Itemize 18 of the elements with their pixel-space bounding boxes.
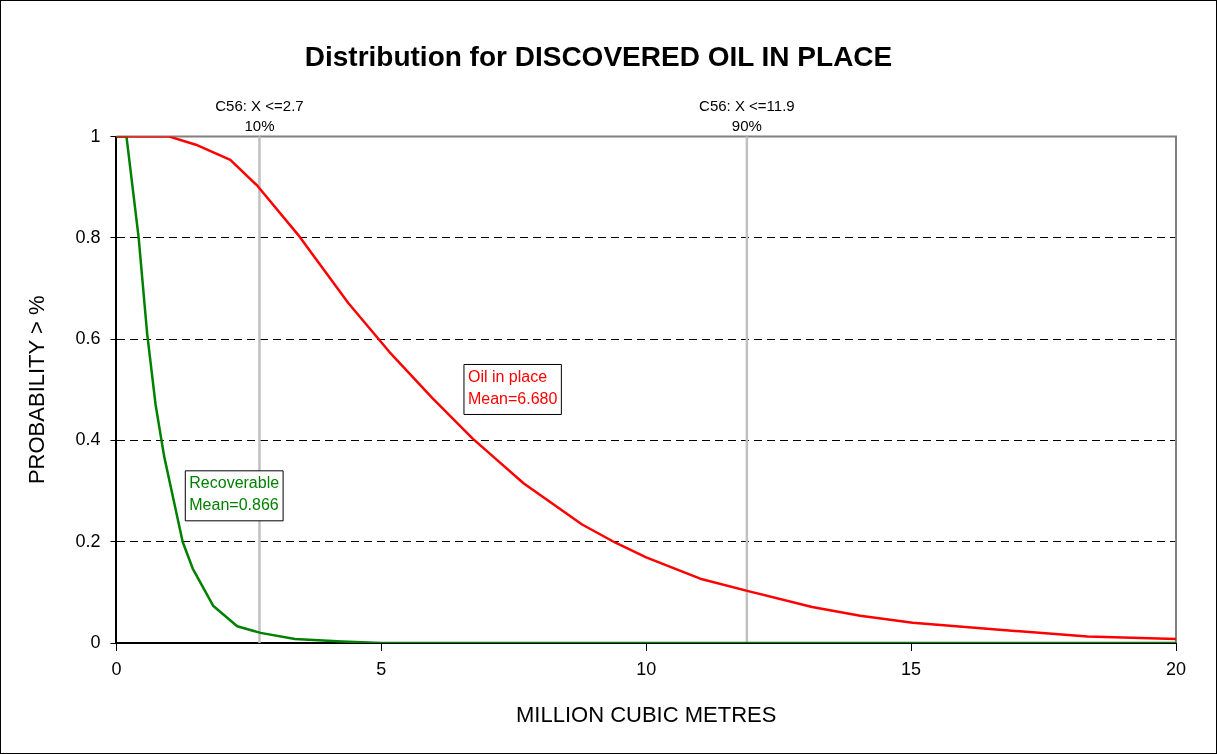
x-axis-title: MILLION CUBIC METRES — [516, 701, 777, 727]
x-tick-label: 15 — [901, 658, 922, 679]
ref-line-label: C56: X <=11.9 90% — [699, 97, 795, 135]
y-axis-title: PROBABILITY > % — [24, 295, 50, 485]
y-tick-label: 1 — [90, 125, 101, 146]
x-tick-label: 20 — [1165, 658, 1187, 679]
y-tick-label: 0.8 — [75, 226, 101, 247]
annotation: Recoverable Mean=0.866 — [189, 474, 280, 514]
x-tick-label: 10 — [636, 658, 657, 679]
annotation: Oil in place Mean=6.680 — [467, 367, 558, 407]
x-tick-label: 0 — [111, 658, 122, 679]
y-tick-label: 0.4 — [75, 429, 101, 450]
ref-line-label: C56: X <=2.7 10% — [215, 97, 304, 135]
y-tick-label: 0 — [90, 631, 101, 652]
x-tick-label: 5 — [376, 658, 387, 679]
chart-title: Distribution for DISCOVERED OIL IN PLACE — [304, 40, 893, 72]
y-tick-label: 0.2 — [75, 530, 101, 551]
y-tick-label: 0.6 — [75, 328, 101, 349]
